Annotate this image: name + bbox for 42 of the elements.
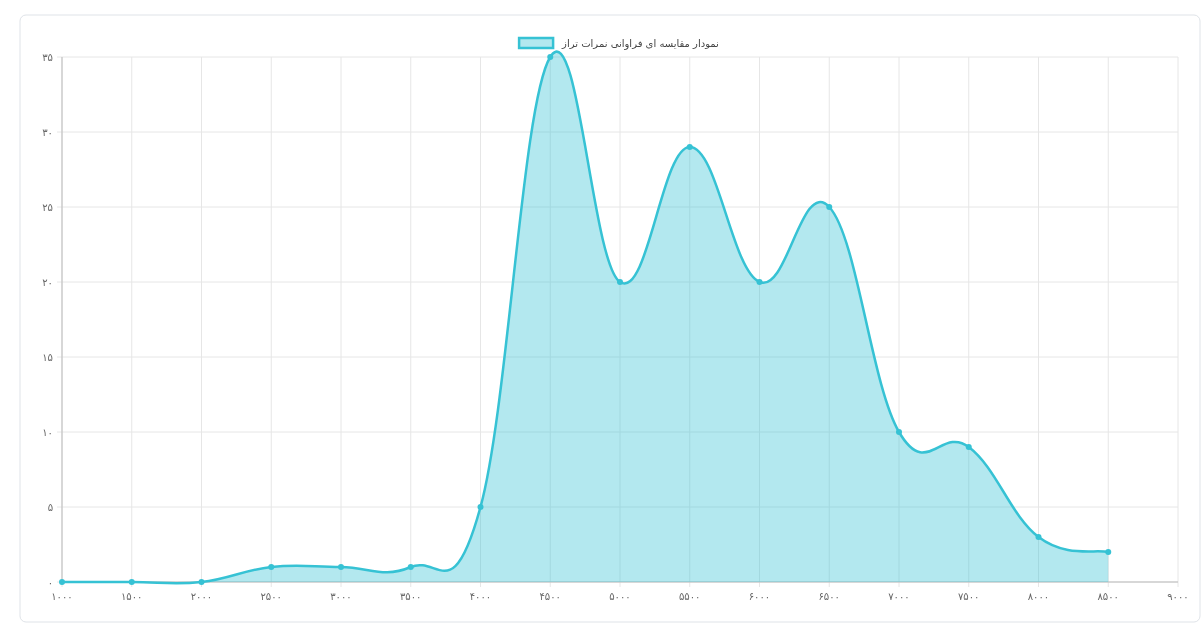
x-tick-label: ۳۵۰۰ [400,591,422,602]
y-tick-label: ۱۰ [42,427,53,438]
point [1105,549,1112,555]
point [128,579,135,585]
x-tick-label: ۴۰۰۰ [469,591,492,602]
x-tick-label: ۴۵۰۰ [539,591,561,602]
point [896,429,902,435]
point [198,579,205,585]
legend-label: نمودار مقایسه ای فراوانی نمرات تراز [561,38,719,50]
point [547,54,554,60]
x-tick-label: ۱۵۰۰ [121,591,143,602]
point [59,579,65,585]
point [477,504,484,510]
point [268,564,275,570]
point [617,279,623,285]
x-tick-label: ۷۵۰۰ [958,591,980,602]
point [407,564,414,570]
x-tick-label: ۲۵۰۰ [260,591,282,602]
point [826,204,833,210]
x-tick-label: ۵۰۰۰ [609,591,631,602]
y-tick-label: ۲۰ [42,277,53,288]
y-tick-label: ۳۰ [42,127,53,138]
x-tick-label: ۱۰۰۰ [51,591,73,602]
x-tick-label: ۸۰۰۰ [1027,591,1050,602]
x-tick-label: ۸۵۰۰ [1097,591,1119,602]
x-tick-label: ۹۰۰۰ [1167,591,1189,602]
x-tick-label: ۷۰۰۰ [888,591,910,602]
x-tick-label: ۶۰۰۰ [748,591,771,602]
point [338,564,344,570]
point [756,279,763,285]
x-tick-label: ۲۰۰۰ [190,591,213,602]
y-tick-label: ۵ [47,502,53,513]
x-tick-label: ۶۵۰۰ [818,591,840,602]
y-tick-label: ۳۵ [42,52,53,63]
y-tick-label: ۰ [47,577,53,588]
y-tick-label: ۱۵ [42,352,53,363]
x-tick-label: ۵۵۰۰ [679,591,701,602]
x-tick-label: ۳۰۰۰ [330,591,352,602]
point [1035,534,1042,540]
point [965,444,972,450]
y-tick-label: ۲۵ [42,202,53,213]
point [686,144,693,150]
